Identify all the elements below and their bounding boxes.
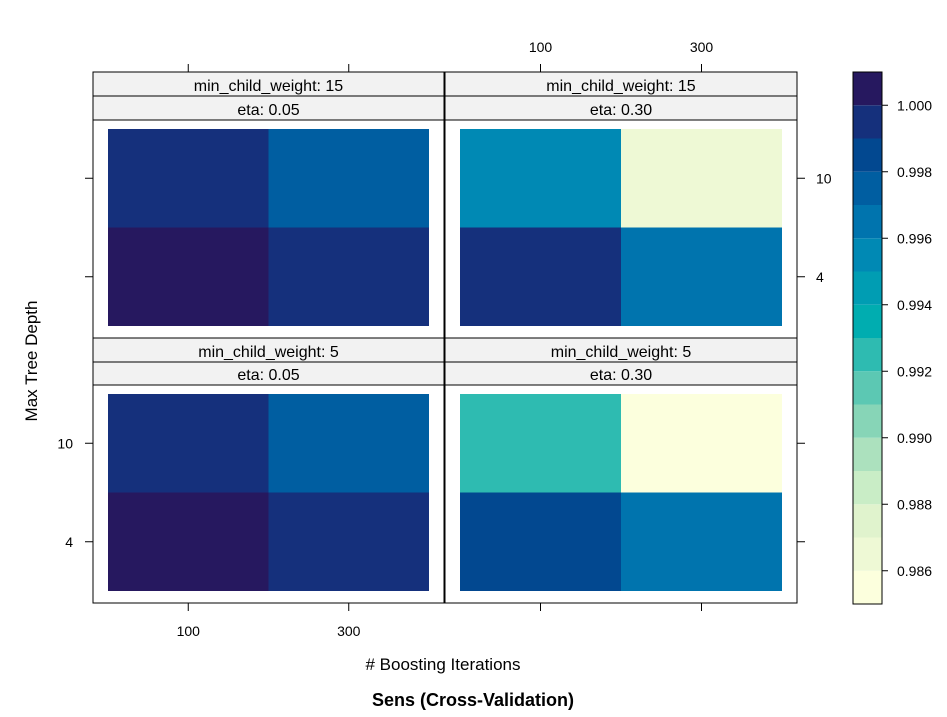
- colorbar-bin: [853, 171, 882, 205]
- panel-strip-box: [444, 337, 798, 363]
- colorbar-bin: [853, 238, 882, 272]
- heatmap-cell: [268, 492, 429, 591]
- heatmap-cell: [268, 227, 429, 326]
- colorbar-tick-label: 1.000: [897, 97, 932, 113]
- colorbar-bin: [853, 404, 882, 438]
- y-tick-label: 10: [57, 435, 73, 451]
- panel-strip-label: eta: 0.05: [237, 367, 299, 384]
- heatmap-cell: [268, 129, 429, 228]
- colorbar-bin: [853, 338, 882, 372]
- panel-strip-label: eta: 0.30: [590, 367, 652, 384]
- panel-strip-label: min_child_weight: 5: [551, 344, 692, 361]
- heatmap-cell: [108, 227, 269, 326]
- colorbar-bin: [853, 105, 882, 139]
- colorbar-border: [852, 71, 883, 605]
- heatmap-cell: [621, 492, 782, 591]
- heatmap-cell: [268, 394, 429, 493]
- colorbar-tick-label: 0.990: [897, 430, 932, 446]
- colorbar-bin: [853, 138, 882, 172]
- heatmap-cell: [621, 129, 782, 228]
- colorbar-tick-label: 0.986: [897, 563, 932, 579]
- panel-3: min_child_weight: 5 eta: 0.05: [92, 337, 445, 604]
- colorbar-bin: [853, 504, 882, 538]
- colorbar-bin: [853, 271, 882, 305]
- heatmap-cell: [460, 227, 621, 326]
- panel-strip-label: min_child_weight: 5: [198, 344, 339, 361]
- panel-border: [444, 384, 798, 604]
- heatmap-cell: [460, 492, 621, 591]
- x-tick-label: 100: [177, 623, 201, 639]
- colorbar-tick-label: 0.988: [897, 496, 932, 512]
- axes-layer: 100 100 300 300 4 4 10 10: [57, 39, 831, 639]
- colorbar-bin: [853, 72, 882, 106]
- colorbar-bin: [853, 570, 882, 604]
- heatmap-cell: [108, 492, 269, 591]
- colorbar-tick-label: 0.998: [897, 164, 932, 180]
- panel-strip-box: [444, 95, 798, 121]
- heatmap-cell: [460, 394, 621, 493]
- heatmap-cell: [621, 227, 782, 326]
- heatmap-cell: [108, 394, 269, 493]
- panel-strip-label: eta: 0.05: [237, 102, 299, 119]
- x-tick-label: 100: [529, 39, 553, 55]
- colorbar-bin: [853, 471, 882, 505]
- panel-strip-box: [444, 71, 798, 97]
- x-tick-label: 300: [690, 39, 714, 55]
- y-tick-label: 4: [65, 534, 73, 550]
- panel-strip-label: min_child_weight: 15: [546, 78, 696, 95]
- panel-strip-label: eta: 0.30: [590, 102, 652, 119]
- colorbar-bin: [853, 304, 882, 338]
- panel-border: [92, 384, 445, 604]
- colorbar-bin: [853, 537, 882, 571]
- x-axis-title: # Boosting Iterations: [366, 655, 521, 674]
- panel-2: min_child_weight: 15 eta: 0.30: [444, 71, 798, 339]
- panel-strip-box: [92, 71, 445, 97]
- panel-strip-box: [92, 337, 445, 363]
- panel-4: min_child_weight: 5 eta: 0.30: [444, 337, 798, 604]
- panel-strip-label: min_child_weight: 15: [194, 78, 344, 95]
- chart-title: Sens (Cross-Validation): [372, 690, 574, 710]
- colorbar-bin: [853, 205, 882, 239]
- colorbar-bin: [853, 371, 882, 405]
- colorbar-tick-label: 0.992: [897, 363, 932, 379]
- y-tick-label: 10: [816, 170, 832, 186]
- heatmap-cell: [621, 394, 782, 493]
- y-axis-title: Max Tree Depth: [22, 301, 41, 422]
- colorbar-tick-label: 0.994: [897, 297, 932, 313]
- panel-strip-box: [92, 95, 445, 121]
- colorbar-legend: 0.986 0.988 0.990 0.992 0.994 0.996 0.998 1.000: [852, 71, 932, 605]
- heatmap-cell: [108, 129, 269, 228]
- y-tick-label: 4: [816, 269, 824, 285]
- heatmap-cell: [460, 129, 621, 228]
- panel-1: min_child_weight: 15 eta: 0.05: [92, 71, 445, 339]
- x-tick-label: 300: [337, 623, 361, 639]
- colorbar-tick-label: 0.996: [897, 230, 932, 246]
- colorbar-bin: [853, 437, 882, 471]
